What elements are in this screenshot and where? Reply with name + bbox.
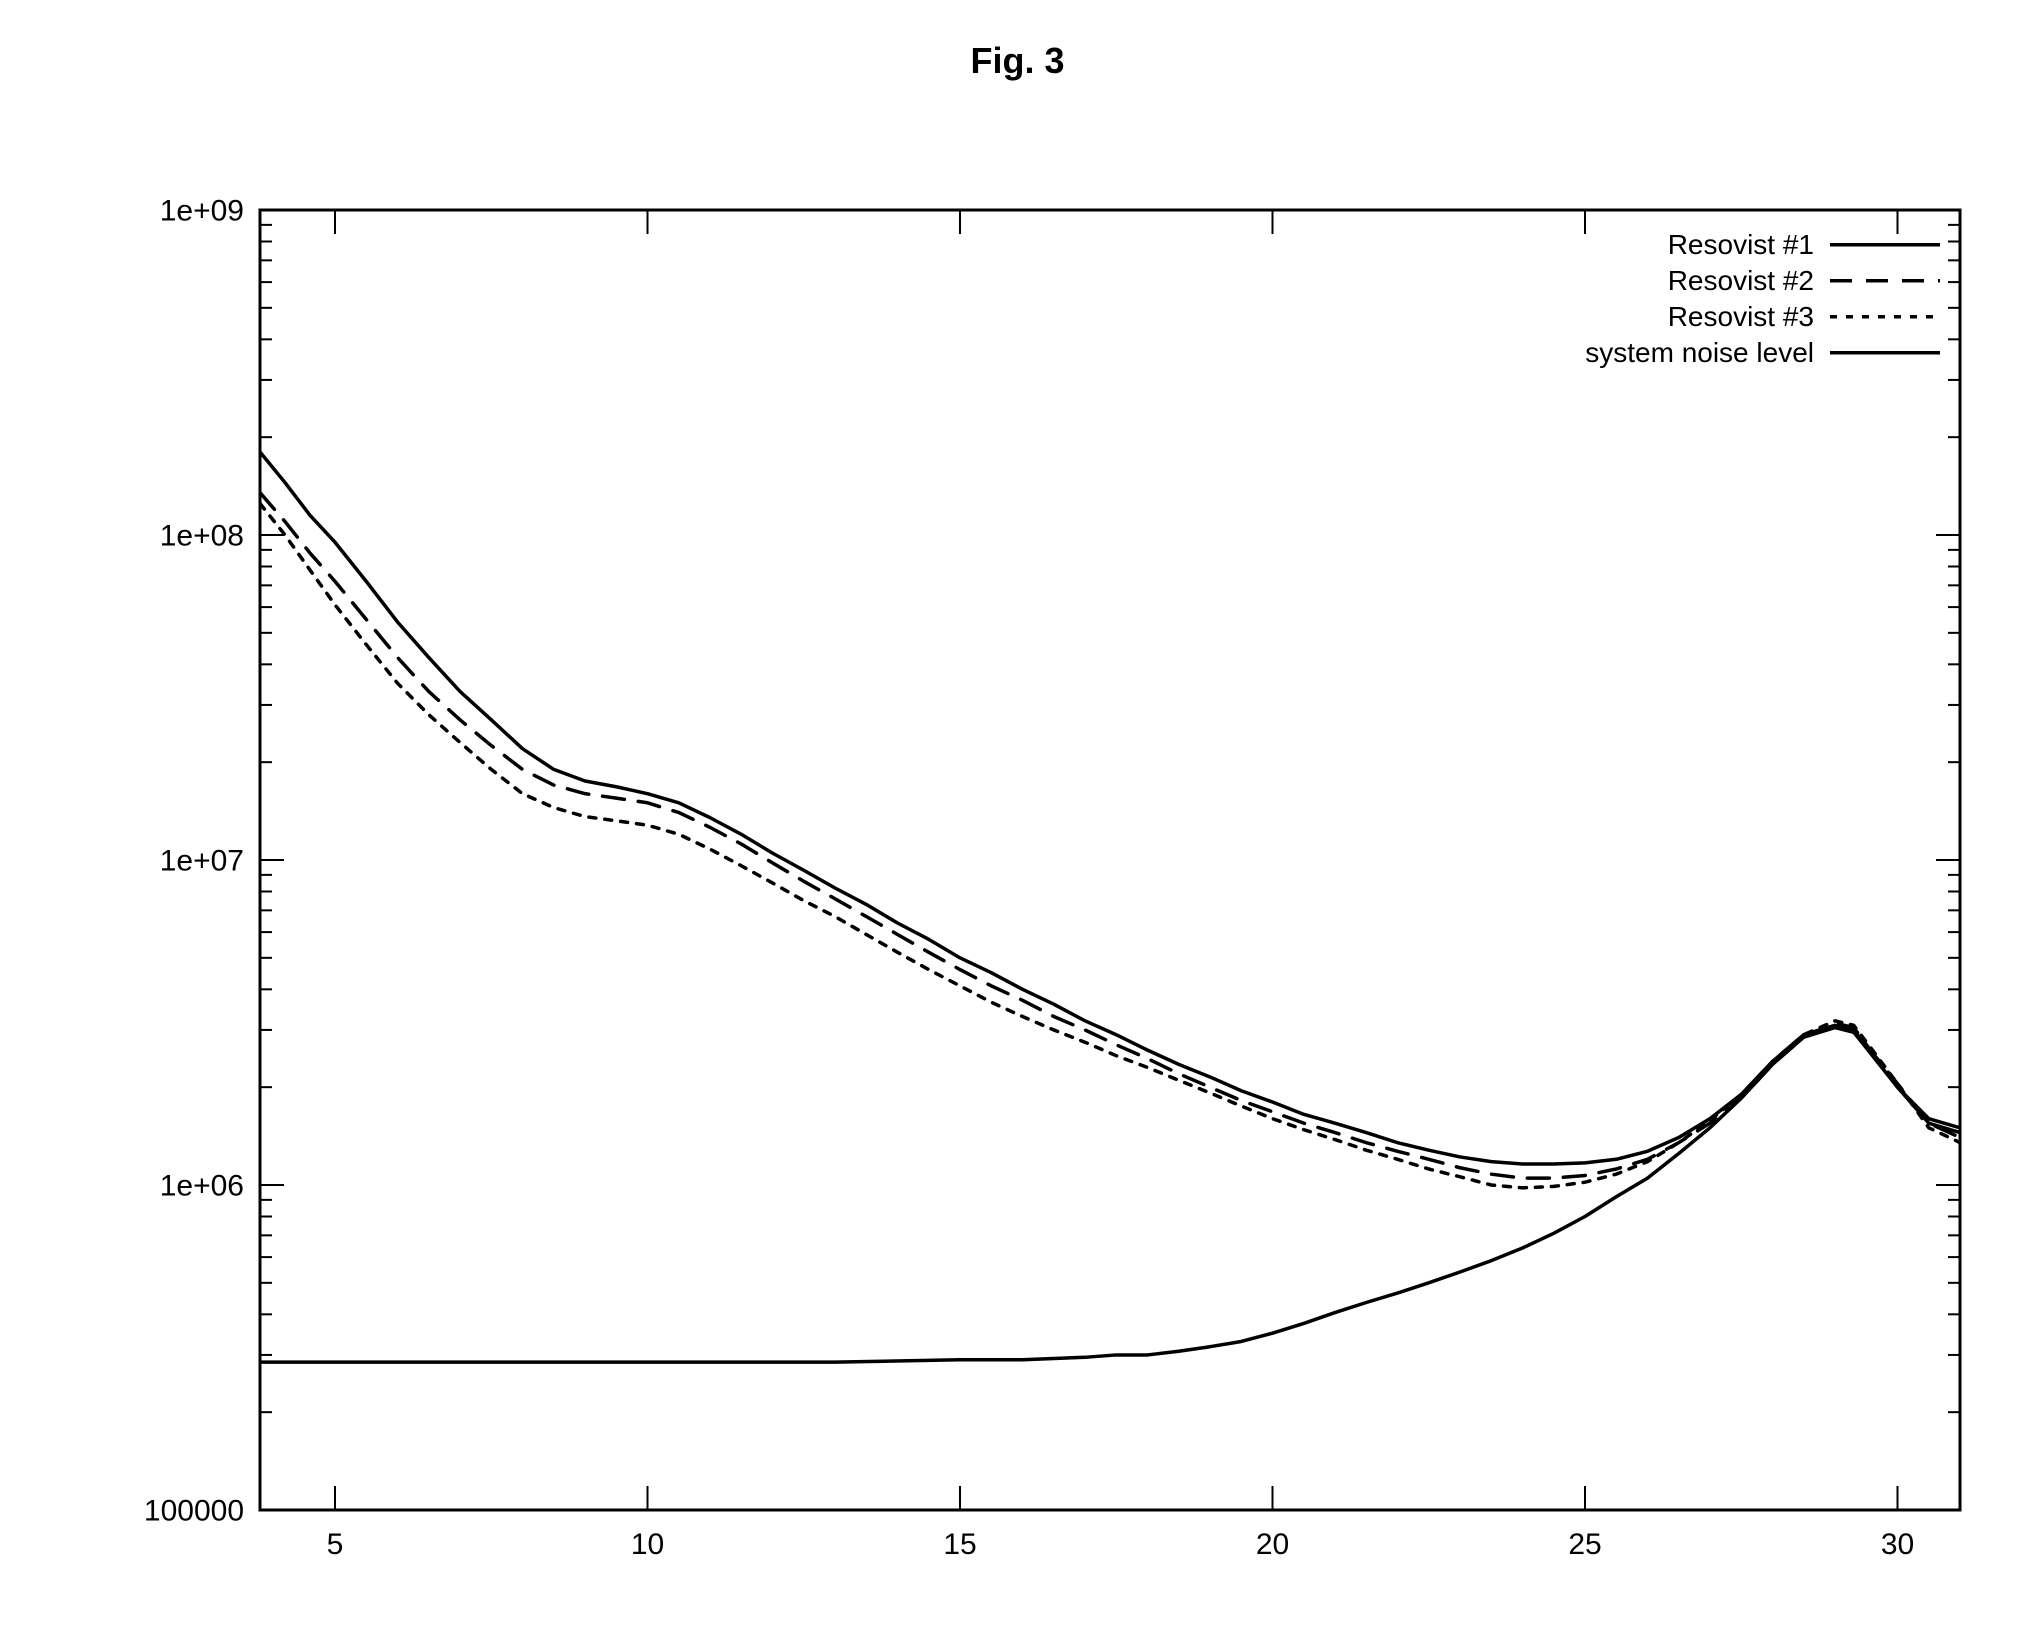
legend-label: Resovist #1 [1668,229,1814,260]
series-group [260,452,1960,1362]
x-tick-label: 10 [631,1528,664,1561]
x-tick-label: 25 [1568,1528,1601,1561]
y-tick-label: 1e+09 [160,195,244,228]
y-tick-label: 1e+08 [160,520,244,553]
chart-svg: 5 10 15 20 25 30 100000 1e+06 1e+07 1e+08 1e+09 Res… [0,0,2035,1630]
x-tick-label: 15 [943,1528,976,1561]
legend: Resovist #1 Resovist #2 Resovist #3 system … [1585,229,1940,368]
series-line [260,504,1960,1188]
legend-label: Resovist #2 [1668,265,1814,296]
x-tick-label: 30 [1881,1528,1914,1561]
series-line [260,493,1960,1178]
y-tick-label: 1e+06 [160,1170,244,1203]
chart-container: 5 10 15 20 25 30 100000 1e+06 1e+07 1e+08 1e+09 Res… [0,0,2035,1630]
plot-frame [260,210,1960,1510]
x-tick-label: 20 [1256,1528,1289,1561]
legend-label: system noise level [1585,337,1814,368]
series-line [260,452,1960,1164]
legend-label: Resovist #3 [1668,301,1814,332]
y-tick-label: 100000 [144,1495,244,1528]
y-tick-label: 1e+07 [160,845,244,878]
series-line [260,1028,1960,1363]
x-tick-label: 5 [327,1528,344,1561]
